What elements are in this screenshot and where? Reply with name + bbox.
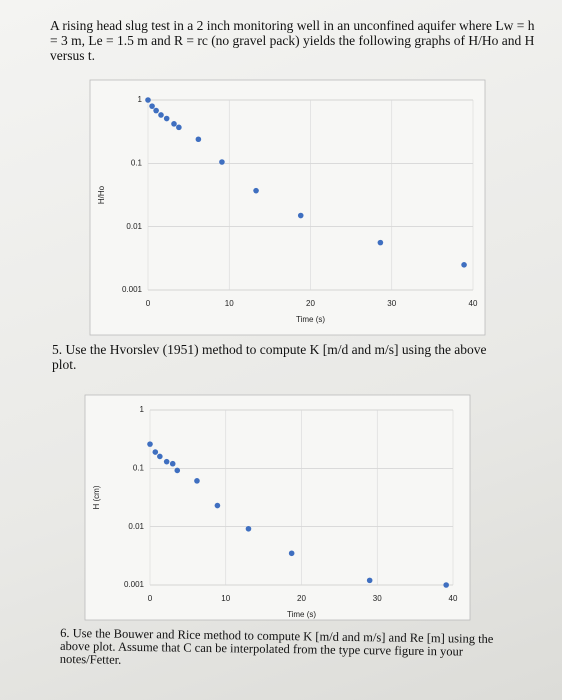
data-point (153, 107, 159, 114)
data-point (461, 261, 467, 268)
x-tick-label: 20 (297, 594, 306, 603)
x-tick-label: 40 (469, 299, 478, 308)
data-point (147, 441, 153, 447)
data-point (194, 478, 200, 484)
y-axis-label: H/Ho (97, 185, 106, 204)
data-point (366, 577, 373, 584)
y-tick-label: 0.001 (124, 580, 145, 589)
data-point (169, 460, 176, 467)
x-tick-label: 30 (373, 594, 382, 603)
y-tick-label: 0.1 (133, 463, 145, 472)
x-tick-label: 0 (146, 299, 151, 308)
x-axis-label: Time (s) (296, 315, 325, 324)
y-tick-label: 0.01 (126, 222, 142, 231)
x-tick-label: 40 (449, 594, 458, 603)
chart-frame (84, 394, 471, 621)
data-point (149, 103, 155, 109)
y-tick-label: 0.01 (128, 522, 144, 531)
data-point (288, 550, 295, 557)
data-point (377, 239, 384, 246)
data-point (158, 112, 164, 118)
data-point (152, 449, 159, 455)
y-axis-label: H (cm) (92, 485, 101, 509)
x-tick-label: 10 (221, 594, 230, 603)
data-point (171, 121, 177, 127)
x-tick-label: 0 (148, 594, 153, 603)
data-point (297, 212, 304, 219)
data-point (174, 467, 181, 474)
data-point (219, 159, 225, 165)
x-axis-label: Time (s) (287, 610, 316, 619)
intro-text: A rising head slug test in a 2 inch moni… (50, 18, 535, 63)
data-point (245, 525, 252, 532)
data-point (176, 124, 182, 131)
data-point (195, 136, 202, 143)
chart-frame (89, 79, 486, 336)
x-tick-label: 30 (387, 299, 396, 308)
x-tick-label: 10 (225, 299, 234, 308)
question-5: 5. Use the Hvorslev (1951) method to com… (52, 342, 487, 372)
y-tick-label: 0.001 (122, 285, 143, 294)
data-point (443, 582, 449, 588)
data-point (163, 458, 170, 465)
y-tick-label: 0.1 (131, 158, 143, 167)
data-point (157, 453, 163, 460)
data-point (253, 187, 259, 194)
y-tick-label: 1 (138, 95, 143, 104)
y-tick-label: 1 (140, 405, 145, 414)
x-tick-label: 20 (306, 299, 315, 308)
data-point (214, 502, 221, 509)
data-point (163, 115, 170, 122)
question-6: 6. Use the Bouwer and Rice method to com… (59, 625, 494, 667)
data-point (145, 97, 151, 103)
